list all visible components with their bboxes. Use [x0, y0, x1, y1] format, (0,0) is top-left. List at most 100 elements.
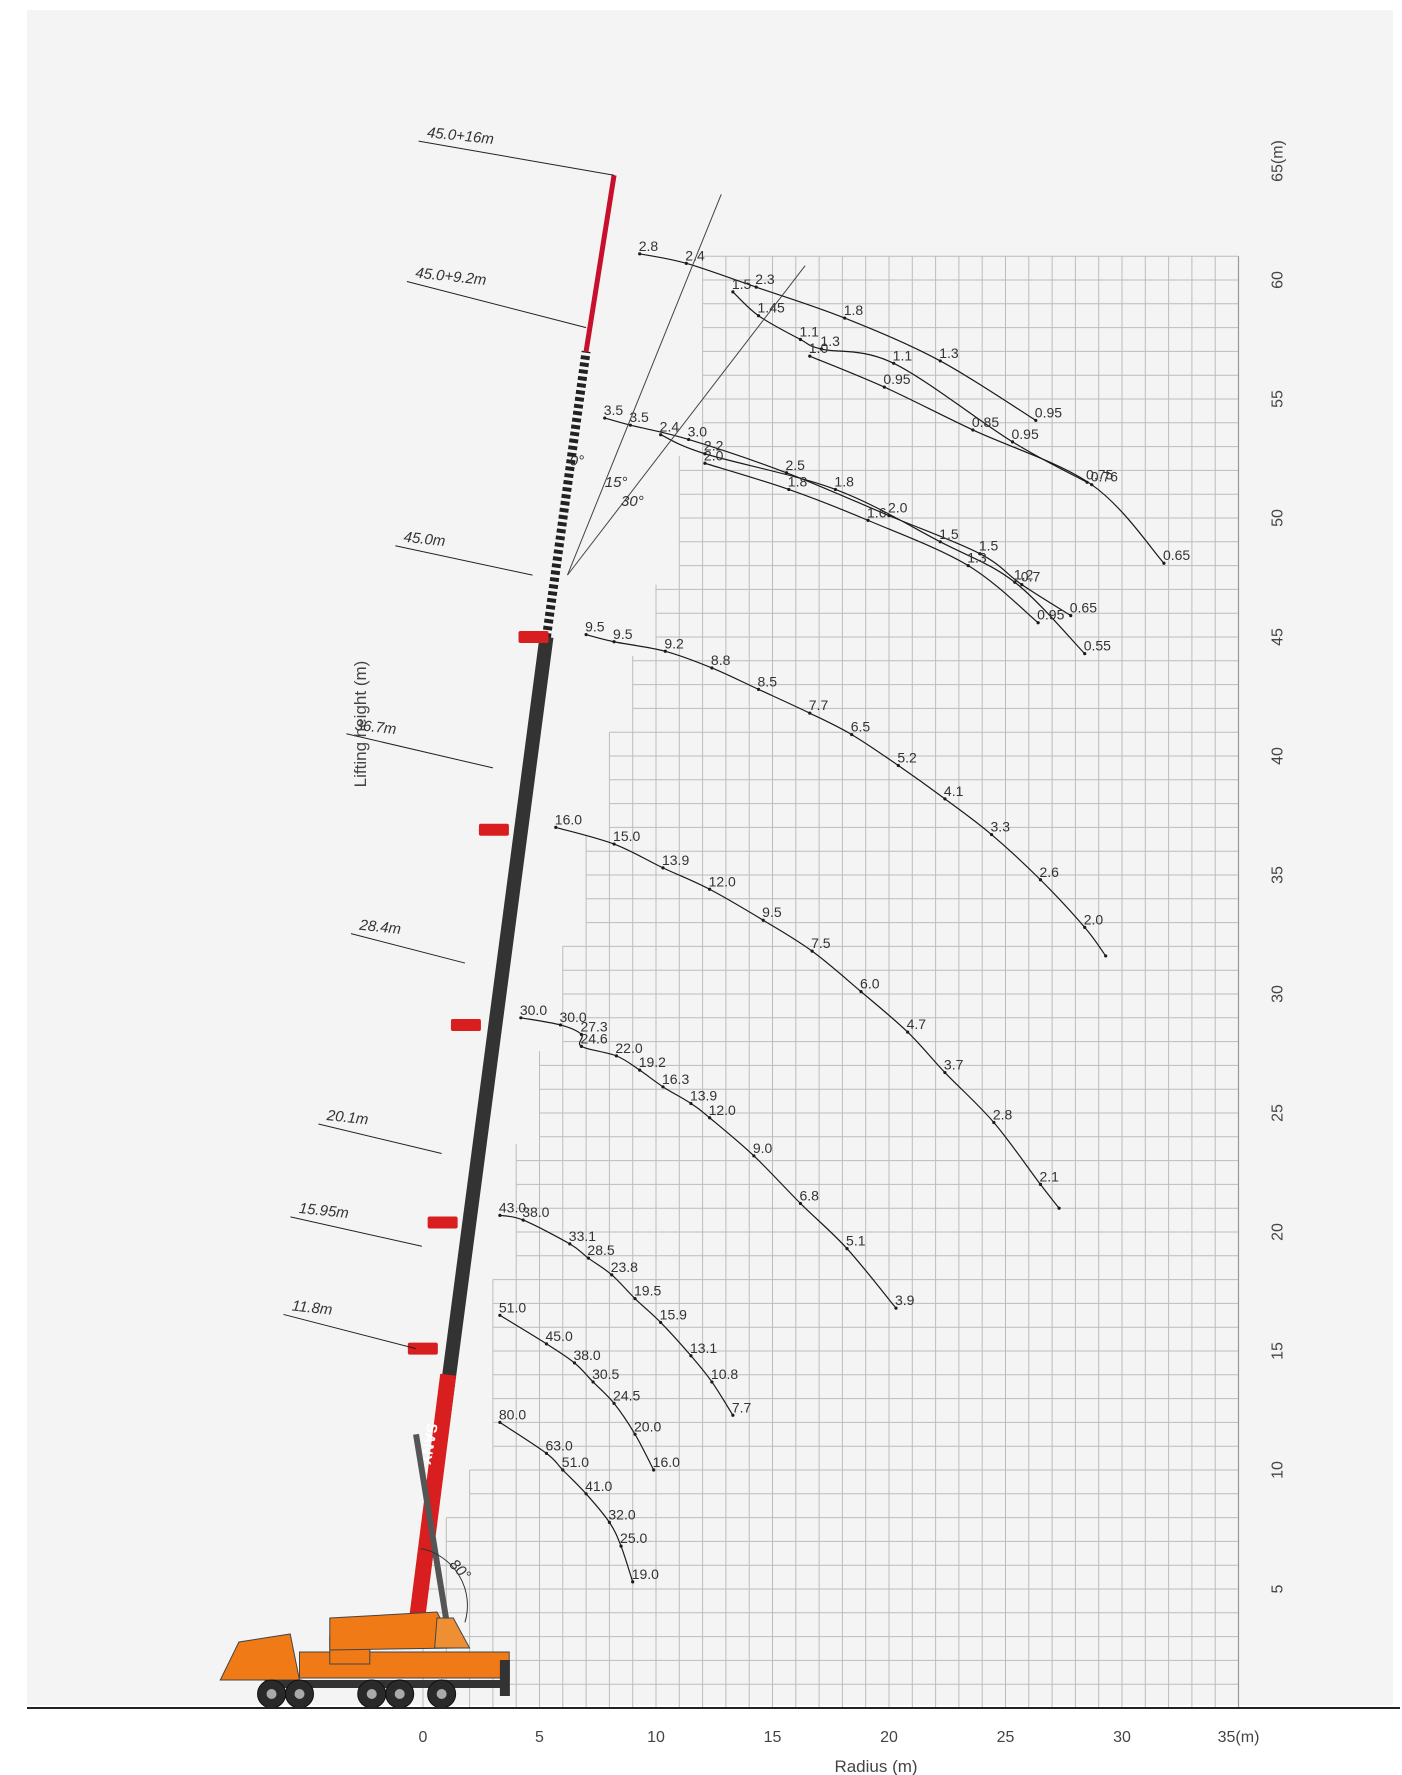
load-value-label: 9.5 — [762, 904, 782, 920]
curve-point — [631, 1580, 635, 1584]
curve-point — [1083, 925, 1087, 929]
curve-point — [684, 261, 688, 265]
load-value-label: 8.8 — [711, 652, 731, 668]
load-value-label: 3.5 — [604, 402, 624, 418]
load-value-label: 3.0 — [688, 423, 708, 439]
boom-length-label: 36.7m — [354, 717, 397, 738]
curve-point — [498, 1420, 502, 1424]
curve-point — [561, 1468, 565, 1472]
curve-point — [498, 1213, 502, 1217]
load-value-label: 3.5 — [629, 409, 649, 425]
curve-point — [579, 1044, 584, 1048]
curve-point — [614, 1054, 618, 1058]
load-value-label: 38.0 — [573, 1347, 600, 1363]
curve-point — [819, 347, 824, 351]
load-value-label: 9.5 — [613, 626, 633, 642]
load-value-label: 22.0 — [615, 1040, 642, 1056]
load-value-label: 43.0 — [499, 1199, 526, 1215]
curve-point — [810, 949, 814, 953]
boom-collar — [407, 1342, 438, 1355]
load-value-label: 2.0 — [704, 447, 724, 463]
load-value-label: 12.0 — [709, 873, 736, 889]
load-value-label: 0.95 — [1035, 404, 1062, 420]
y-tick-label: 65(m) — [1270, 140, 1287, 182]
curve-point — [1036, 621, 1040, 625]
load-value-label: 38.0 — [522, 1204, 549, 1220]
boom-length-leader — [406, 281, 587, 329]
y-tick-label: 10 — [1270, 1461, 1287, 1479]
curve-point — [554, 825, 558, 830]
curve-point — [558, 1023, 563, 1027]
boom-collar — [427, 1216, 458, 1229]
load-value-label: 0.75 — [1086, 466, 1113, 482]
luffing-cylinder — [413, 1433, 450, 1621]
offset-angle-ray — [567, 265, 806, 576]
load-value-label: 25.0 — [620, 1530, 647, 1546]
curve-point — [971, 428, 975, 432]
boom-length-leader — [418, 140, 615, 176]
curve-point — [798, 1201, 803, 1206]
curve-point — [661, 866, 665, 870]
curve-point — [568, 1242, 572, 1246]
curve-point — [1083, 652, 1087, 656]
curve-point — [731, 290, 735, 294]
curve-point — [761, 918, 765, 922]
curve-point — [710, 1380, 714, 1384]
curve-point — [859, 990, 863, 994]
load-value-label: 51.0 — [499, 1299, 526, 1315]
boom-collar — [518, 631, 549, 643]
load-value-label: 2.0 — [888, 500, 908, 516]
load-value-label: 13.9 — [690, 1087, 717, 1103]
chart-background — [27, 10, 1393, 1705]
load-value-label: 30.0 — [520, 1002, 547, 1018]
curve-point — [498, 1313, 502, 1317]
load-value-label: 15.9 — [660, 1306, 687, 1322]
load-value-label: 6.5 — [851, 719, 871, 735]
curve-point — [659, 433, 663, 437]
x-tick-label: 5 — [535, 1729, 544, 1746]
curve-point — [707, 887, 712, 891]
x-tick-label: 0 — [419, 1729, 428, 1746]
load-value-label: 5.2 — [897, 750, 917, 766]
load-value-label: 13.9 — [662, 852, 689, 868]
load-value-label: 24.5 — [613, 1387, 640, 1403]
load-value-label: 1.1 — [893, 347, 913, 363]
load-curve — [809, 355, 1165, 564]
curve-point — [882, 385, 886, 389]
load-value-label: 19.2 — [639, 1054, 666, 1070]
load-value-label: 1.5 — [732, 276, 752, 292]
curve-point — [833, 487, 838, 492]
y-axis-label: Lifting height (m) — [351, 661, 370, 788]
load-value-label: 9.2 — [664, 635, 684, 651]
load-value-label: 2.3 — [755, 271, 775, 287]
curve-point — [689, 1354, 693, 1358]
load-value-label: 9.5 — [585, 619, 605, 635]
load-value-label: 2.1 — [1039, 1168, 1059, 1184]
boom-length-label: 15.95m — [298, 1200, 350, 1222]
y-tick-label: 60 — [1270, 271, 1287, 289]
curve-point — [808, 354, 812, 358]
load-value-label: 2.8 — [639, 238, 659, 254]
load-value-label: 2.4 — [660, 419, 680, 435]
load-value-label: 7.5 — [811, 935, 831, 951]
curve-point — [633, 1297, 637, 1301]
curve-point — [689, 1101, 693, 1106]
load-curve — [604, 417, 1072, 617]
curve-point — [544, 1342, 549, 1346]
offset-angle-label: 0° — [570, 453, 584, 470]
load-value-label: 2.4 — [685, 247, 705, 263]
boom-length-leader — [290, 1216, 422, 1247]
load-value-label: 5.1 — [846, 1233, 866, 1249]
curve-point — [894, 1306, 898, 1310]
load-value-label: 10.8 — [711, 1366, 738, 1382]
wheel-hub — [266, 1689, 277, 1699]
curve-point — [661, 1085, 665, 1089]
curve-point — [866, 518, 870, 522]
boom-base-section — [408, 1373, 457, 1629]
load-value-label: 30.5 — [592, 1366, 619, 1382]
load-value-label: 63.0 — [545, 1437, 572, 1453]
curve-point — [584, 633, 588, 637]
load-value-label: 7.7 — [809, 697, 829, 713]
curve-point — [663, 649, 667, 653]
